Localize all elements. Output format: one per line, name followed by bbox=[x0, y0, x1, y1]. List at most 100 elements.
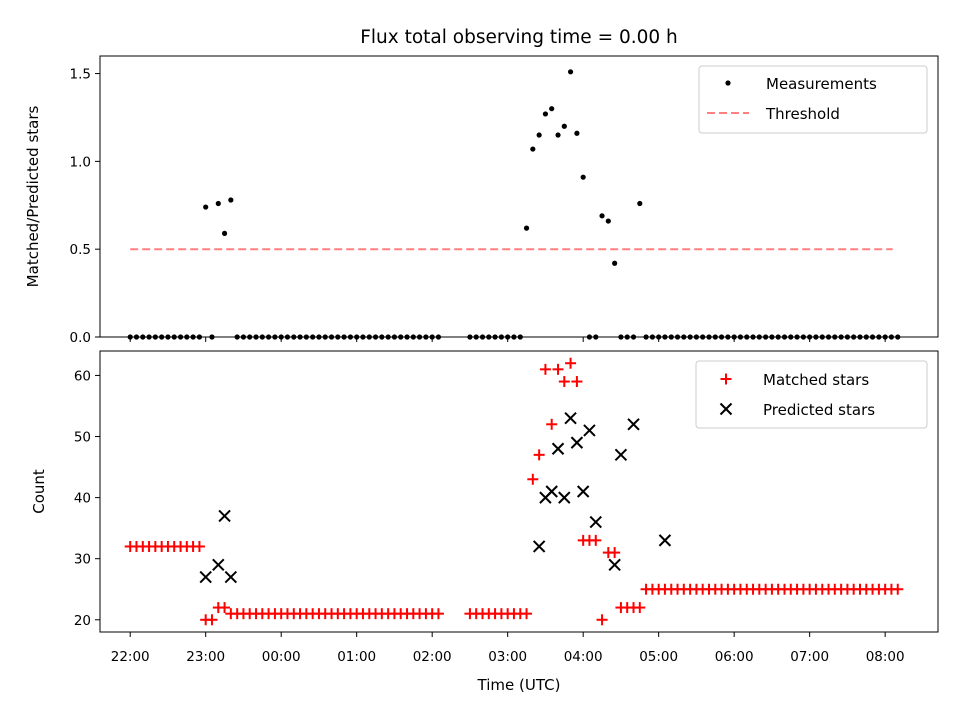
predicted-star-point bbox=[545, 485, 558, 498]
measurement-point bbox=[203, 204, 209, 210]
matched-star-point bbox=[193, 540, 205, 552]
measurement-point bbox=[574, 130, 580, 136]
legend-predicted-marker bbox=[719, 402, 733, 416]
predicted-star-point bbox=[658, 534, 672, 547]
measurement-point bbox=[599, 213, 605, 219]
cross-stroke-b bbox=[576, 485, 590, 498]
measurement-point bbox=[228, 197, 234, 203]
top-y-tick-label: 1.0 bbox=[70, 154, 91, 170]
x-tick-label: 00:00 bbox=[262, 649, 301, 665]
matched-star-point bbox=[552, 363, 564, 375]
measurement-point bbox=[605, 218, 611, 224]
predicted-star-point bbox=[564, 411, 577, 425]
predicted-star-point bbox=[614, 448, 628, 462]
matched-star-point bbox=[527, 473, 539, 485]
cross-stroke-b bbox=[719, 402, 733, 416]
bottom-y-tick-label: 40 bbox=[74, 491, 91, 507]
cross-stroke-b bbox=[558, 491, 571, 504]
measurement-point bbox=[221, 230, 228, 236]
x-tick-label: 23:00 bbox=[186, 649, 225, 665]
cross-stroke-b bbox=[564, 411, 577, 425]
x-axis-label: Time (UTC) bbox=[477, 676, 561, 694]
matched-star-point bbox=[596, 614, 608, 626]
x-tick-label: 08:00 bbox=[866, 649, 905, 665]
cross-stroke-b bbox=[218, 509, 231, 523]
measurement-point bbox=[567, 69, 574, 75]
bottom-plot-frame bbox=[99, 350, 939, 633]
x-tick-label: 06:00 bbox=[715, 649, 754, 665]
cross-stroke-b bbox=[589, 515, 602, 529]
measurement-point bbox=[542, 111, 549, 117]
cross-stroke-b bbox=[614, 448, 628, 462]
matched-star-point bbox=[590, 534, 602, 546]
predicted-star-point bbox=[583, 424, 596, 437]
top-panel: Matched/Predicted stars 0.0 0.5 1.0 1.5 Meas… bbox=[24, 55, 939, 346]
bottom-y-tick-label: 50 bbox=[74, 430, 91, 446]
x-tick-label: 22:00 bbox=[111, 649, 150, 665]
cross-stroke-b bbox=[199, 570, 212, 584]
cross-stroke-b bbox=[212, 558, 225, 572]
predicted-star-point bbox=[212, 558, 225, 572]
predicted-star-point bbox=[224, 570, 238, 584]
measurement-point bbox=[612, 260, 618, 266]
measurement-point bbox=[555, 132, 561, 138]
x-tick-label: 04:00 bbox=[564, 649, 603, 665]
matched-star-point bbox=[634, 602, 646, 614]
top-y-tick-label: 0.0 bbox=[70, 330, 91, 346]
x-tick-label: 02:00 bbox=[413, 649, 452, 665]
cross-stroke-b bbox=[545, 485, 558, 498]
predicted-star-point bbox=[627, 418, 640, 431]
legend-matched-marker bbox=[720, 373, 732, 385]
bottom-y-axis-label: Count bbox=[30, 469, 48, 514]
matched-star-point bbox=[521, 608, 533, 620]
measurement-point bbox=[549, 106, 555, 112]
bottom-panel: Count Time (UTC) 20 30 40 50 60 22:00 23:00 00:… bbox=[30, 350, 939, 694]
measurement-point bbox=[561, 123, 567, 129]
measurement-point bbox=[530, 146, 536, 152]
x-tick-label: 05:00 bbox=[639, 649, 678, 665]
bottom-y-tick-label: 20 bbox=[74, 613, 91, 629]
matched-star-point bbox=[206, 614, 218, 626]
measurement-point bbox=[580, 174, 586, 180]
x-tick-label: 01:00 bbox=[337, 649, 376, 665]
top-y-tick-label: 1.5 bbox=[70, 67, 91, 83]
predicted-star-point bbox=[558, 491, 571, 504]
cross-stroke-b bbox=[570, 436, 584, 449]
predicted-star-point bbox=[576, 485, 590, 498]
chart-title: Flux total observing time = 0.00 h bbox=[360, 27, 678, 48]
matched-star-point bbox=[558, 376, 570, 388]
bottom-y-tick-label: 30 bbox=[74, 552, 91, 568]
matched-star-point bbox=[219, 602, 231, 614]
legend-matched-label: Matched stars bbox=[763, 371, 869, 389]
matched-star-point bbox=[565, 357, 577, 369]
predicted-star-point bbox=[608, 558, 621, 572]
predicted-star-point bbox=[570, 436, 584, 449]
cross-stroke-b bbox=[608, 558, 621, 572]
predicted-star-point bbox=[589, 515, 602, 529]
bottom-y-tick-label: 60 bbox=[74, 368, 91, 384]
top-y-axis-label: Matched/Predicted stars bbox=[24, 106, 42, 288]
legend-predicted-label: Predicted stars bbox=[763, 401, 875, 419]
measurement-point bbox=[523, 225, 530, 231]
cross-stroke-b bbox=[627, 418, 640, 431]
cross-stroke-b bbox=[583, 424, 596, 437]
legend-measurements-label: Measurements bbox=[766, 75, 877, 93]
matched-star-point bbox=[533, 449, 545, 461]
measurement-point bbox=[637, 200, 643, 207]
matched-star-point bbox=[571, 376, 583, 388]
cross-stroke-b bbox=[224, 570, 238, 584]
cross-stroke-b bbox=[532, 540, 546, 553]
top-plot-frame bbox=[99, 55, 939, 338]
matched-star-point bbox=[539, 363, 551, 375]
matched-star-point bbox=[892, 583, 904, 595]
matched-star-point bbox=[609, 547, 621, 559]
legend-threshold-label: Threshold bbox=[765, 105, 840, 123]
matched-star-point bbox=[432, 608, 444, 620]
x-tick-label: 03:00 bbox=[488, 649, 527, 665]
measurement-point bbox=[215, 200, 221, 207]
predicted-star-point bbox=[532, 540, 546, 553]
predicted-star-point bbox=[199, 570, 212, 584]
measurement-point bbox=[536, 132, 542, 138]
top-legend-box bbox=[698, 65, 928, 134]
